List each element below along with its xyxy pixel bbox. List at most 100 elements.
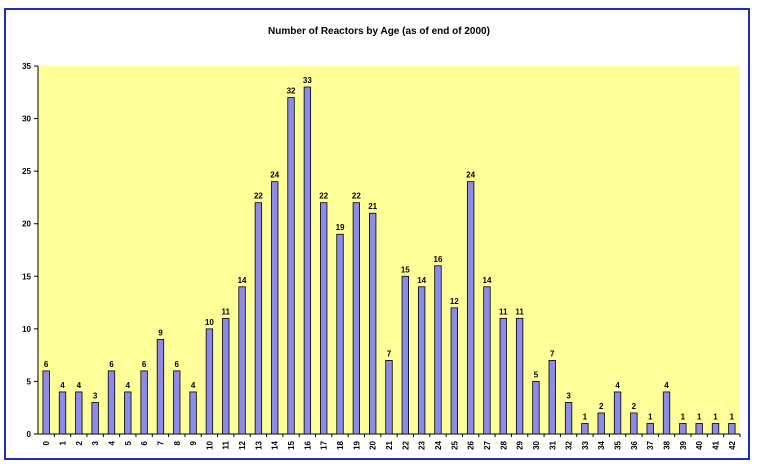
x-tick-label: 3 [91, 440, 100, 445]
x-tick-label: 21 [385, 440, 394, 449]
data-label: 4 [664, 381, 669, 390]
x-tick-label: 35 [614, 440, 623, 449]
x-tick-label: 32 [565, 440, 574, 449]
y-tick-label: 20 [22, 220, 31, 229]
data-label: 1 [681, 412, 686, 421]
bar [417, 286, 426, 435]
bar [254, 202, 263, 435]
bar [385, 359, 393, 435]
x-tick-label: 36 [630, 440, 639, 449]
data-label: 7 [387, 349, 392, 358]
bar [205, 328, 214, 435]
x-tick-label: 28 [499, 440, 508, 449]
data-label: 1 [697, 412, 702, 421]
x-tick-label: 15 [287, 440, 296, 449]
x-tick-label: 7 [156, 440, 165, 445]
data-label: 22 [254, 192, 263, 201]
bar [499, 317, 507, 435]
data-label: 3 [93, 391, 98, 400]
x-tick-label: 24 [434, 440, 443, 449]
data-label: 5 [534, 370, 539, 379]
data-label: 19 [336, 223, 345, 232]
x-tick-label: 9 [189, 440, 198, 445]
data-label: 32 [287, 87, 296, 96]
bar [303, 86, 312, 435]
x-tick-label: 22 [401, 440, 410, 449]
bar [466, 181, 475, 435]
bar [369, 212, 377, 435]
bar [124, 391, 132, 435]
bar [613, 391, 622, 435]
bar [189, 391, 197, 435]
x-tick-label: 27 [483, 440, 492, 449]
y-tick-label: 5 [27, 377, 32, 386]
data-label: 15 [401, 265, 410, 274]
data-label: 21 [368, 202, 377, 211]
bars [42, 86, 736, 435]
bar [646, 423, 654, 435]
bar [238, 286, 246, 435]
bar [581, 423, 589, 435]
data-label: 11 [499, 307, 508, 316]
data-label: 16 [434, 255, 443, 264]
data-label: 4 [77, 381, 82, 390]
data-label: 14 [417, 276, 426, 285]
bar [662, 391, 671, 435]
bar [564, 402, 573, 435]
x-tick-label: 1 [58, 440, 67, 445]
data-label: 11 [515, 307, 524, 316]
bar [91, 402, 99, 435]
y-tick-label: 30 [22, 115, 31, 124]
bar [695, 423, 703, 435]
bar [728, 423, 736, 435]
data-label: 1 [730, 412, 735, 421]
chart-title: Number of Reactors by Age (as of end of … [268, 26, 490, 37]
x-tick-label: 5 [124, 440, 133, 445]
bar [548, 359, 556, 435]
bar [42, 370, 50, 435]
data-label: 14 [238, 276, 247, 285]
x-tick-label: 2 [75, 440, 84, 445]
data-label: 2 [632, 402, 637, 411]
data-label: 24 [466, 171, 475, 180]
bar [679, 423, 687, 435]
x-tick-label: 18 [336, 440, 345, 449]
bar [401, 275, 409, 435]
x-tick-label: 23 [418, 440, 427, 449]
x-tick-label: 13 [254, 440, 263, 449]
bar [107, 370, 116, 435]
data-label: 4 [191, 381, 196, 390]
y-tick-label: 25 [22, 167, 31, 176]
bar [173, 370, 181, 435]
x-tick-label: 4 [107, 440, 116, 445]
y-ticks: 0 5 10 15 20 25 30 35 [22, 62, 38, 439]
x-tick-label: 16 [303, 440, 312, 449]
x-tick-label: 38 [663, 440, 672, 449]
x-tick-label: 12 [238, 440, 247, 449]
bar [320, 202, 328, 435]
data-label: 10 [205, 318, 214, 327]
data-label: 6 [175, 360, 180, 369]
data-label: 6 [109, 360, 114, 369]
x-tick-label: 8 [173, 440, 182, 445]
bar [532, 381, 540, 435]
data-label: 22 [352, 192, 361, 201]
y-tick-label: 10 [22, 325, 31, 334]
x-tick-label: 31 [548, 440, 557, 449]
bar [597, 412, 605, 435]
bar [483, 286, 491, 435]
x-tick-label: 20 [369, 440, 378, 449]
data-label: 1 [583, 412, 588, 421]
y-tick-label: 35 [22, 62, 31, 71]
bar [287, 97, 295, 435]
x-ticks: 0 1 2 3 4 5 6 7 8 9 10 11 12 13 14 15 16 17 18 19 20 21 22 23 24… [42, 434, 741, 450]
data-label: 2 [599, 402, 604, 411]
data-label: 24 [270, 171, 279, 180]
x-tick-label: 14 [271, 440, 280, 449]
x-tick-label: 41 [712, 440, 721, 449]
x-tick-label: 17 [320, 440, 329, 449]
x-tick-label: 33 [581, 440, 590, 449]
data-label: 11 [222, 307, 231, 316]
bar [515, 317, 524, 435]
